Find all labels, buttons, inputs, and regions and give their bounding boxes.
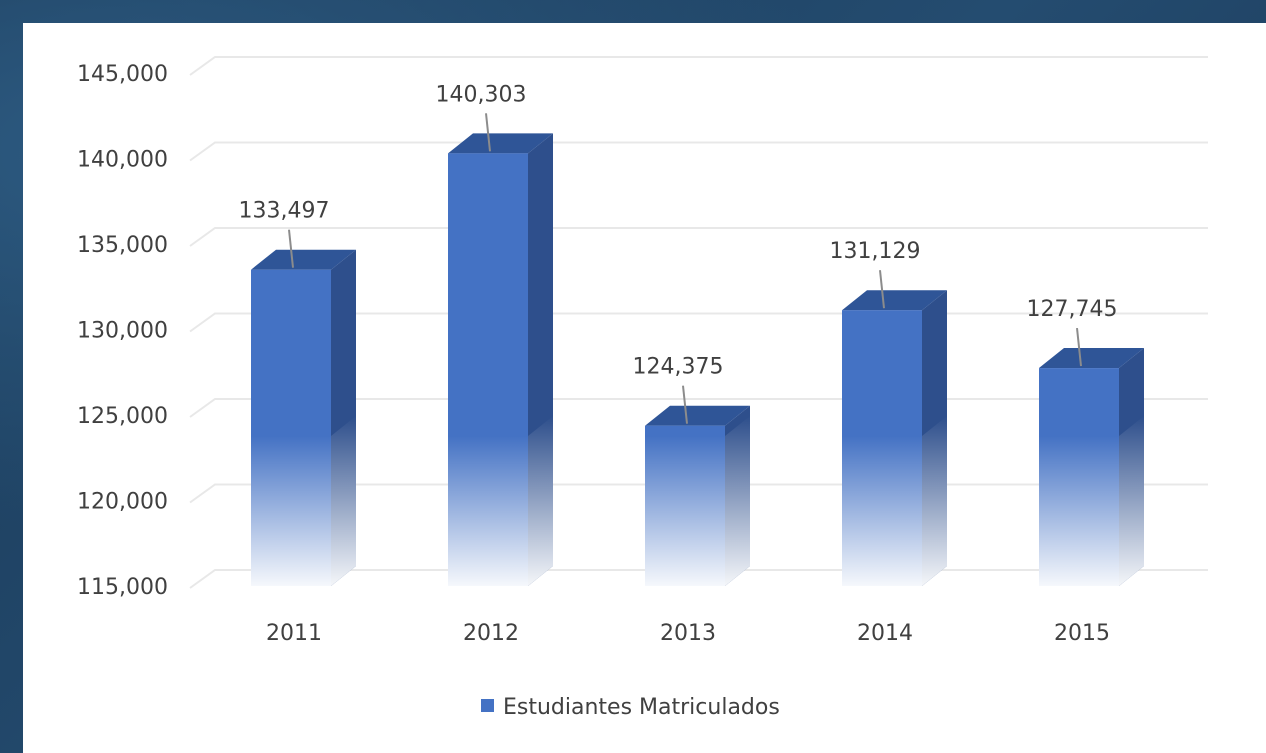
- bar-side-fade: [528, 416, 553, 586]
- bar-top: [251, 249, 356, 270]
- gridline: [189, 56, 1208, 76]
- bar-side-fade: [922, 416, 947, 586]
- x-tick-label: 2012: [463, 621, 519, 646]
- bar-top: [1039, 348, 1144, 369]
- y-tick-label: 115,000: [77, 575, 168, 600]
- bar: [842, 290, 947, 586]
- x-axis: 2011 2012 2013 2014 2015: [266, 621, 1110, 646]
- y-tick-label: 145,000: [77, 62, 168, 87]
- data-label-leader: [288, 229, 294, 268]
- data-label: 140,303: [436, 82, 527, 107]
- bar-top: [448, 133, 553, 154]
- data-labels: 133,497 140,303 124,375 131,129 127,745: [239, 82, 1118, 424]
- data-label-leader: [1076, 327, 1082, 367]
- data-label-leader: [879, 270, 885, 309]
- bar-fade: [448, 436, 528, 586]
- y-tick-label: 130,000: [77, 319, 168, 344]
- bar-top: [645, 405, 750, 426]
- bar: [645, 405, 750, 586]
- data-label-leader: [682, 385, 688, 424]
- bar-fade: [842, 436, 922, 586]
- bar-fade: [645, 436, 725, 586]
- x-tick-label: 2011: [266, 621, 322, 646]
- x-tick-label: 2014: [857, 621, 913, 646]
- legend-swatch: [481, 699, 494, 712]
- y-tick-label: 135,000: [77, 233, 168, 258]
- legend: Estudiantes Matriculados: [481, 695, 780, 720]
- bar: [448, 133, 553, 586]
- bar-fade: [1039, 436, 1119, 586]
- data-label: 131,129: [830, 239, 921, 264]
- x-tick-label: 2015: [1054, 621, 1110, 646]
- bar-side-fade: [1119, 416, 1144, 586]
- data-label: 127,745: [1027, 297, 1118, 322]
- bars: [251, 133, 1144, 586]
- bar: [251, 249, 356, 586]
- gridline: [189, 141, 1208, 162]
- bar-side-fade: [725, 416, 750, 586]
- data-label: 133,497: [239, 199, 330, 224]
- bar: [1039, 348, 1144, 586]
- y-tick-label: 120,000: [77, 490, 168, 515]
- bar-top: [842, 290, 947, 311]
- bar-fade: [251, 436, 331, 586]
- y-tick-label: 125,000: [77, 404, 168, 429]
- legend-label: Estudiantes Matriculados: [503, 695, 780, 720]
- y-axis: 115,000 120,000 125,000 130,000 135,000 140,0…: [77, 62, 168, 600]
- x-tick-label: 2013: [660, 621, 716, 646]
- y-tick-label: 140,000: [77, 148, 168, 173]
- data-label-leader: [485, 113, 491, 152]
- data-label: 124,375: [633, 355, 724, 380]
- gridline: [189, 227, 1208, 247]
- bar-side-fade: [331, 416, 356, 586]
